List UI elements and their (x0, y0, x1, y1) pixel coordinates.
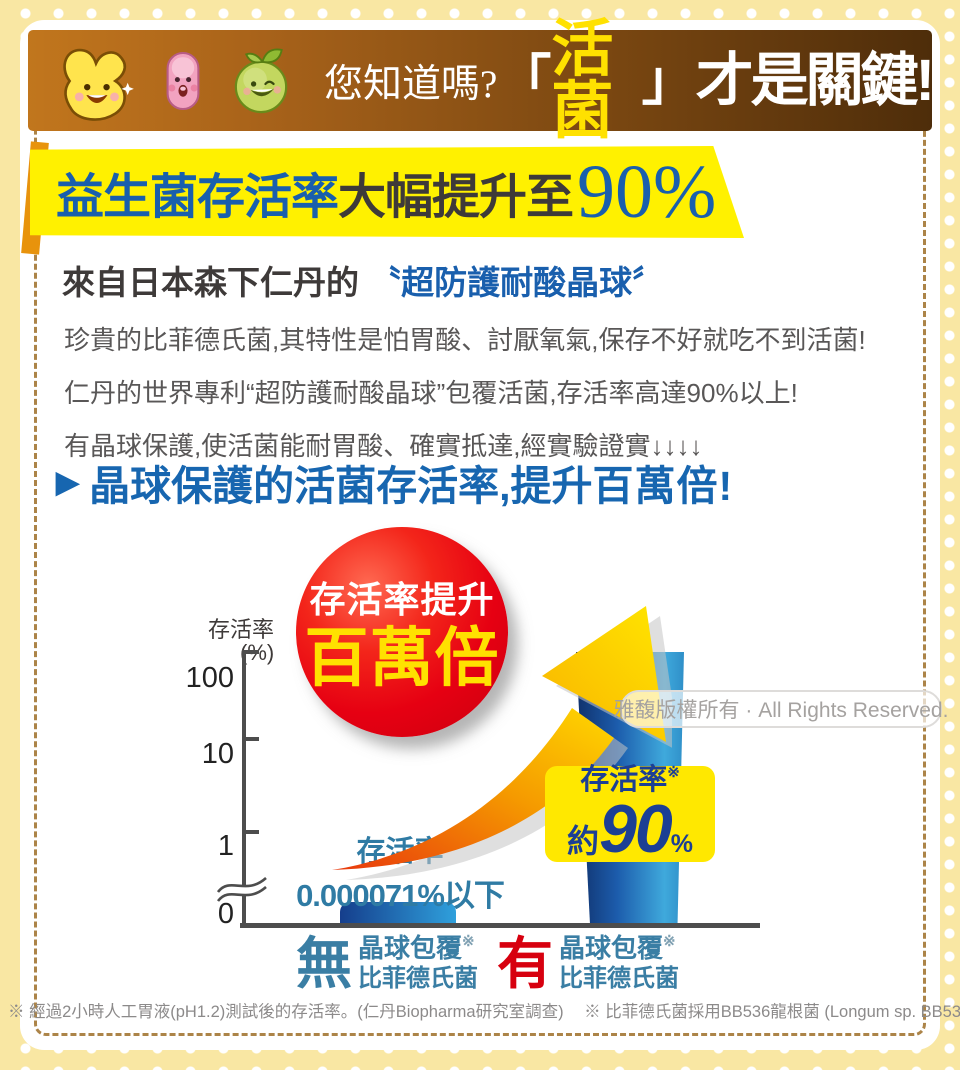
footnote-1: ※ 經過2小時人工胃液(pH1.2)測試後的存活率。(仁丹Biopharma研究… (8, 1003, 564, 1021)
y-tick-100 (242, 650, 259, 654)
y-tick-label-100: 100 (185, 662, 234, 694)
title-value: 90% (577, 150, 717, 234)
big-bar-value-label: 存活率※ 約 90 % (545, 764, 715, 863)
big-bar-label-value: 約 90 % (567, 795, 693, 863)
x-label-with-line1: 晶球包覆※ (559, 933, 679, 964)
small-bar-caption: 存活率 0.000071%以下 (280, 828, 520, 915)
x-label-with-line1-text: 晶球包覆 (559, 933, 664, 963)
mascot-yellow-bean-icon (63, 48, 134, 121)
x-label-without: 無 晶球包覆※ 比菲德氏菌 (296, 933, 478, 994)
banner-tail: 才是關鍵! (695, 47, 935, 113)
y-tick-10 (242, 737, 259, 741)
big-bar-label-title: 存活率※ (580, 764, 680, 797)
y-axis-line (242, 650, 246, 928)
mascot-green-apple-icon (234, 48, 288, 113)
x-label-with-bigchar: 有 (497, 931, 553, 995)
x-axis-line (240, 923, 760, 928)
big-bar-label-number: 90 (599, 790, 673, 867)
x-label-with-line2: 比菲德氏菌 (559, 965, 679, 993)
triangle-pointer-icon: ▶ (56, 465, 80, 499)
highlight-bubble: 存活率提升 百萬倍 (296, 527, 508, 737)
title-emphasis: 大幅提升至 (338, 171, 574, 224)
big-bar-label-note: ※ (667, 764, 680, 782)
bar-without-coating (340, 902, 456, 925)
x-label-without-line1-text: 晶球包覆 (358, 933, 463, 963)
body-line: 仁丹的世界專利“超防護耐酸晶球”包覆活菌,存活率高達90%以上! (64, 378, 798, 408)
headline-strong: 百萬倍! (592, 463, 734, 509)
y-axis-title: 存活率 (208, 617, 275, 642)
body-line: 有晶球保護,使活菌能耐胃酸、確實抵達,經實驗證實↓↓↓↓ (64, 431, 703, 461)
subtitle-highlight: 〝超防護耐酸晶球〞 (368, 264, 666, 301)
big-bar-label-title-text: 存活率 (580, 764, 668, 797)
bubble-line1: 存活率提升 (309, 578, 495, 620)
axis-break-icon (216, 876, 268, 902)
title-ribbon: 益生菌存活率 大幅提升至 90% ※ (30, 146, 744, 238)
section-headline: ▶ 晶球保護的活菌存活率,提升 百萬倍! (56, 452, 733, 512)
mascot-pink-capsule-icon (166, 51, 200, 110)
x-label-with-lines: 晶球包覆※ 比菲德氏菌 (559, 933, 679, 994)
top-banner: 您知道嗎? 「 活菌 」 才是關鍵! (28, 18, 935, 142)
y-tick-label-1: 1 (217, 830, 234, 862)
x-label-with-note: ※ (663, 933, 676, 950)
small-bar-caption-line2: 0.000071%以下 (296, 878, 505, 913)
subtitle: 來自日本森下仁丹的 〝超防護耐酸晶球〞 (62, 256, 665, 304)
subtitle-plain: 來自日本森下仁丹的 (62, 264, 359, 301)
banner-question: 您知道嗎? (324, 62, 498, 106)
body-line: 珍貴的比菲德氏菌,其特性是怕胃酸、討厭氧氣,保存不好就吃不到活菌! (64, 325, 866, 355)
x-label-with: 有 晶球包覆※ 比菲德氏菌 (497, 933, 679, 994)
x-label-without-bigchar: 無 (296, 931, 352, 995)
bubble-line2: 百萬倍 (304, 621, 500, 694)
x-label-without-lines: 晶球包覆※ 比菲德氏菌 (358, 933, 478, 994)
y-tick-label-10: 10 (201, 738, 234, 770)
banner-keyword: 活菌 (551, 14, 613, 146)
x-label-without-note: ※ (462, 933, 475, 950)
big-bar-label-prefix: 約 (567, 822, 600, 859)
title-lead: 益生菌存活率 (56, 171, 339, 224)
footnotes: ※ 經過2小時人工胃液(pH1.2)測試後的存活率。(仁丹Biopharma研究… (0, 998, 960, 1022)
footnote-2: ※ 比菲德氏菌採用BB536龍根菌 (Longum sp. BB536) (584, 1003, 960, 1021)
banner-quote-open: 「 (497, 50, 552, 111)
big-bar-label-unit: % (670, 829, 693, 858)
y-tick-1 (242, 830, 259, 834)
banner-quote-close: 」 (641, 50, 696, 111)
mascot-group (50, 37, 318, 125)
x-label-without-line1: 晶球包覆※ (358, 933, 478, 964)
y-tick-label-0: 0 (217, 898, 234, 930)
headline-text: 晶球保護的活菌存活率,提升 (89, 463, 593, 509)
watermark: 雅馥版權所有 · All Rights Reserved. (614, 690, 948, 728)
body-paragraphs: 珍貴的比菲德氏菌,其特性是怕胃酸、討厭氧氣,保存不好就吃不到活菌! 仁丹的世界專… (64, 314, 904, 473)
x-label-without-line2: 比菲德氏菌 (358, 965, 478, 993)
